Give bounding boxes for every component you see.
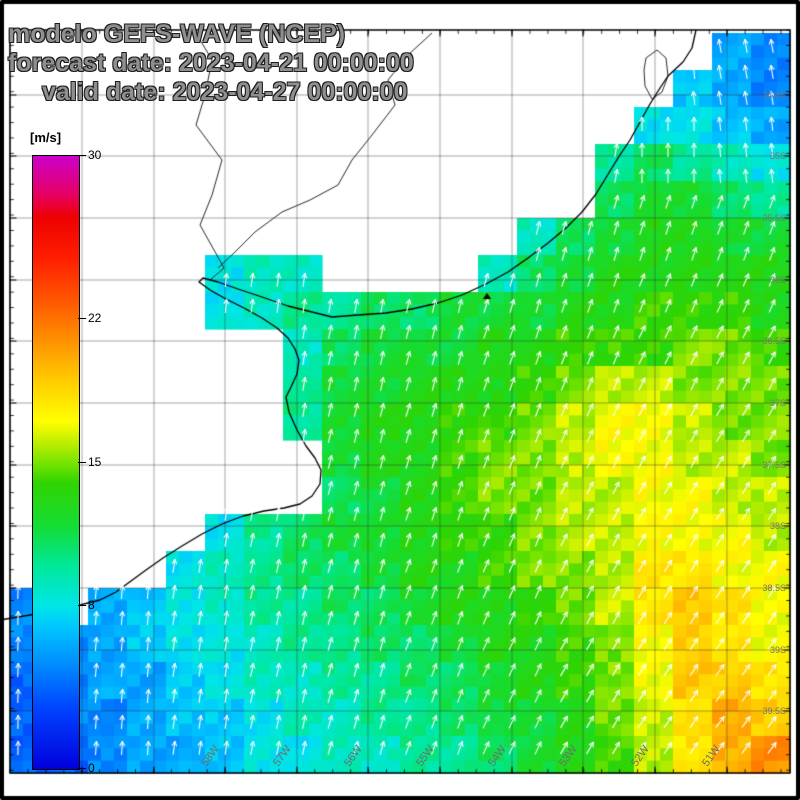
lat-label: 35S [769,151,786,161]
colorbar-tick-mark [78,768,86,769]
lat-label: 36S [769,275,786,285]
lat-label: 37.5S [762,460,786,470]
colorbar-tick-label: 15 [88,454,102,469]
colorbar-tick-mark [78,318,86,320]
colorbar-tick-label: 30 [88,148,102,162]
lat-label: 36.5S [762,336,786,346]
colorbar-tick-label: 8 [88,597,95,612]
colorbar-tick-mark [78,155,86,156]
lat-label: 38.5S [762,583,786,593]
lat-label: 38S [769,521,786,531]
forecast-date: forecast date: 2023-04-21 00:00:00 [8,49,414,77]
lat-label: 37S [769,398,786,408]
lat-label: 39.5S [762,706,786,716]
lat-label: 39S [769,645,786,655]
colorbar-tick-mark [78,604,86,606]
colorbar-tick-label: 22 [88,311,102,326]
colorbar-tick-mark [78,461,86,463]
title-block: modelo GEFS-WAVE (NCEP) forecast date: 2… [8,20,414,107]
valid-date: valid date: 2023-04-27 00:00:00 [42,78,408,106]
colorbar-tick-label: 0 [88,761,95,775]
colorbar-gradient [32,155,80,770]
colorbar-units-label: [m/s] [30,130,62,145]
lat-label: 35.5S [762,213,786,223]
lat-label: 34.5S [762,90,786,100]
colorbar: [m/s] 30 22 15 8 0 [30,130,150,795]
model-title: modelo GEFS-WAVE (NCEP) [8,20,346,48]
